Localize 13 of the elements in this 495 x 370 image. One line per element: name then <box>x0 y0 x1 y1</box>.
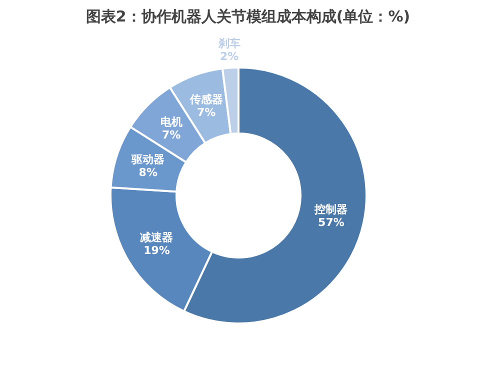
slice-label: 驱动器 <box>130 153 165 166</box>
data-label: 8% <box>138 166 158 180</box>
slice-label: 减速器 <box>140 230 174 244</box>
data-label: 19% <box>144 244 170 257</box>
data-label: 2% <box>220 50 239 63</box>
data-label: 7% <box>162 128 181 142</box>
chart-title: 图表2：协作机器人关节模组成本构成(单位：%) <box>86 8 410 26</box>
slice-label: 控制器 <box>314 203 348 216</box>
slice-label: 传感器 <box>188 93 223 106</box>
data-label: 57% <box>318 216 344 230</box>
slice-label: 电机 <box>160 115 182 128</box>
slice-label: 刹车 <box>217 36 240 50</box>
data-label: 7% <box>196 106 216 120</box>
